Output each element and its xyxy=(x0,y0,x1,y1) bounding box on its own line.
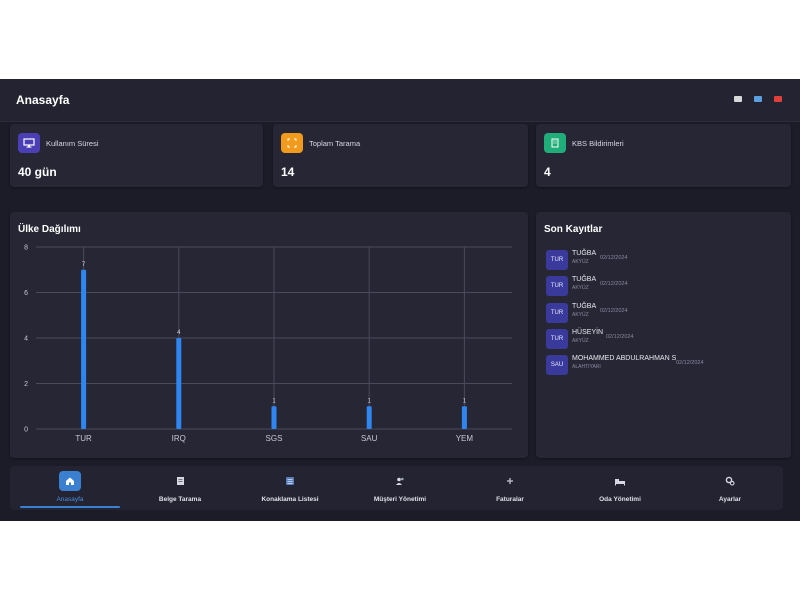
bottom-nav: Anasayfa Belge Tarama Konaklama Listesi … xyxy=(10,466,783,510)
x-tick-label: SGS xyxy=(266,434,283,443)
data-label: 1 xyxy=(272,398,276,404)
data-label: 7 xyxy=(82,262,86,268)
stat-value: 4 xyxy=(544,165,551,179)
nav-label: Ayarlar xyxy=(718,496,742,503)
list-item[interactable]: TUR TUĞBA AKYÜZ 02/12/2024 xyxy=(546,250,776,272)
invoice-icon xyxy=(499,471,521,491)
stat-label: Toplam Tarama xyxy=(309,139,361,148)
x-tick-label: TUR xyxy=(75,434,92,443)
guest-surname: AKYÜZ xyxy=(572,312,589,318)
nav-item-customer-management[interactable]: Müşteri Yönetimi xyxy=(350,466,450,510)
nav-label: Anasayfa xyxy=(56,496,84,503)
stat-value: 40 gün xyxy=(18,165,57,179)
guest-surname: ALAHTIYARI xyxy=(572,364,601,370)
bar xyxy=(271,406,277,429)
nav-label: Belge Tarama xyxy=(158,496,202,503)
country-badge: TUR xyxy=(546,276,568,296)
guest-surname: AKYÜZ xyxy=(572,259,589,265)
recent-records-card: Son Kayıtlar TUR TUĞBA AKYÜZ 02/12/2024 … xyxy=(536,212,791,458)
bar xyxy=(176,338,182,429)
scan-icon xyxy=(281,133,303,153)
record-date: 02/12/2024 xyxy=(676,360,704,366)
stat-card-scans: Toplam Tarama 14 xyxy=(273,124,528,187)
active-indicator xyxy=(20,506,120,508)
guest-surname: AKYÜZ xyxy=(572,338,589,344)
records-title: Son Kayıtlar xyxy=(544,224,603,235)
guest-name: MOHAMMED ABDULRAHMAN S xyxy=(572,355,677,362)
list-item[interactable]: SAU MOHAMMED ABDULRAHMAN S ALAHTIYARI 02… xyxy=(546,355,776,377)
window-controls xyxy=(734,96,782,102)
stat-card-usage: Kullanım Süresi 40 gün xyxy=(10,124,263,187)
record-date: 02/12/2024 xyxy=(606,334,634,340)
guest-name: TUĞBA xyxy=(572,303,597,310)
nav-item-accommodation-list[interactable]: Konaklama Listesi xyxy=(240,466,340,510)
bed-icon xyxy=(609,471,631,491)
data-label: 4 xyxy=(177,330,181,336)
country-badge: TUR xyxy=(546,250,568,270)
nav-item-room-management[interactable]: Oda Yönetimi xyxy=(570,466,670,510)
record-date: 02/12/2024 xyxy=(600,308,628,314)
close-icon[interactable] xyxy=(774,96,782,102)
country-bar-chart: 0 2 4 6 8 7 TUR 4 IRQ 1 SGS 1 SAU 1 YEM xyxy=(24,245,512,443)
country-chart-card: Ülke Dağılımı 0 2 4 6 8 7 TUR 4 IRQ 1 SGS 1 SAU 1 YEM xyxy=(10,212,528,458)
guest-name: TUĞBA xyxy=(572,250,597,257)
y-tick-label: 2 xyxy=(24,381,28,388)
maximize-icon[interactable] xyxy=(754,96,762,102)
stat-value: 14 xyxy=(281,165,295,179)
bar xyxy=(81,269,87,429)
stat-card-kbs: KBS Bildirimleri 4 xyxy=(536,124,791,187)
nav-item-document-scan[interactable]: Belge Tarama xyxy=(130,466,230,510)
stat-label: KBS Bildirimleri xyxy=(572,139,624,148)
chart-title: Ülke Dağılımı xyxy=(18,224,81,235)
list-item[interactable]: TUR TUĞBA AKYÜZ 02/12/2024 xyxy=(546,303,776,325)
record-date: 02/12/2024 xyxy=(600,281,628,287)
bar xyxy=(366,406,372,429)
record-date: 02/12/2024 xyxy=(600,255,628,261)
data-label: 1 xyxy=(463,398,467,404)
country-badge: TUR xyxy=(546,303,568,323)
y-tick-label: 8 xyxy=(24,245,28,252)
nav-item-invoices[interactable]: Faturalar xyxy=(460,466,560,510)
nav-label: Faturalar xyxy=(496,496,524,503)
y-tick-label: 0 xyxy=(24,427,28,434)
document-icon xyxy=(169,471,191,491)
bar xyxy=(461,406,467,429)
title-bar: Anasayfa xyxy=(0,79,800,122)
building-icon xyxy=(544,133,566,153)
app-window: Anasayfa Kullanım Süresi 40 gün Toplam T… xyxy=(0,79,800,521)
stat-label: Kullanım Süresi xyxy=(46,139,99,148)
country-badge: SAU xyxy=(546,355,568,375)
guest-surname: AKYÜZ xyxy=(572,285,589,291)
data-label: 1 xyxy=(368,398,372,404)
country-badge: TUR xyxy=(546,329,568,349)
page-title: Anasayfa xyxy=(16,93,70,107)
guest-name: HÜSEYİN xyxy=(572,329,604,336)
nav-item-home[interactable]: Anasayfa xyxy=(20,466,120,510)
list-icon xyxy=(279,471,301,491)
guest-name: TUĞBA xyxy=(572,276,597,283)
monitor-icon xyxy=(18,133,40,153)
home-icon xyxy=(59,471,81,491)
x-tick-label: IRQ xyxy=(172,434,186,443)
list-item[interactable]: TUR TUĞBA AKYÜZ 02/12/2024 xyxy=(546,276,776,298)
x-tick-label: YEM xyxy=(456,434,474,443)
minimize-icon[interactable] xyxy=(734,96,742,102)
gear-icon xyxy=(719,471,741,491)
x-tick-label: SAU xyxy=(361,434,378,443)
nav-label: Oda Yönetimi xyxy=(599,496,641,503)
users-icon xyxy=(389,471,411,491)
y-tick-label: 4 xyxy=(24,336,28,343)
nav-item-settings[interactable]: Ayarlar xyxy=(680,466,780,510)
nav-label: Müşteri Yönetimi xyxy=(373,496,427,503)
list-item[interactable]: TUR HÜSEYİN AKYÜZ 02/12/2024 xyxy=(546,329,776,351)
y-tick-label: 6 xyxy=(24,290,28,297)
nav-label: Konaklama Listesi xyxy=(261,496,319,503)
